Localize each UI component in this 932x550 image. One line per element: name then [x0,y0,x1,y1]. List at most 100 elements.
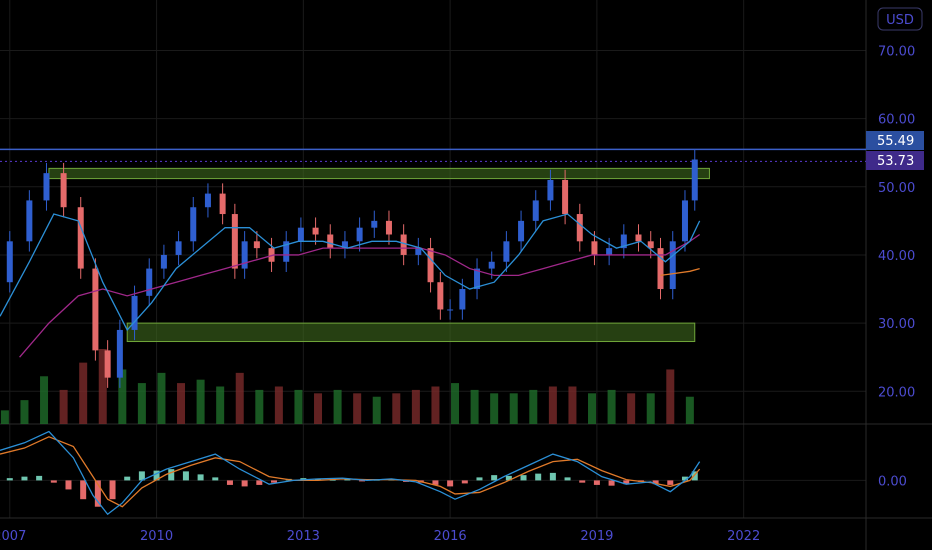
macd-histogram-bar [520,475,527,481]
volume-bar [529,389,538,424]
candle-body [43,173,50,201]
candle-body [562,179,569,215]
macd-histogram-bar [593,480,600,485]
macd-layer [0,430,701,516]
candle-body [503,241,510,262]
last-high-value: 55.49 [877,134,914,149]
volume-bar [646,393,655,424]
volume-bar [0,410,9,424]
last-high-label-bg [866,131,924,150]
candle-body [204,193,211,208]
volume-bar [177,383,186,424]
macd-histogram-bar [226,480,233,485]
volume-bar [59,389,68,424]
candle-body [518,220,525,242]
volume-bar [568,386,577,424]
zone-layer [48,167,710,343]
macd-histogram-bar [315,478,322,481]
volume-bar [235,372,244,424]
candle-body [576,214,583,242]
candle-body [175,241,182,255]
candle-body [647,241,654,249]
candle-body [131,295,138,330]
candle-body [146,268,153,296]
candle-body [474,268,481,290]
currency-badge[interactable]: USD [877,7,923,31]
volume-bar [470,389,479,424]
macd-histogram-bar [80,480,87,500]
macd-histogram-bar [168,469,175,481]
candle-body [92,268,99,351]
macd-histogram-bar [138,471,145,481]
volume-bar [627,393,636,424]
candle-body [437,282,444,310]
candle-body [297,227,304,242]
volume-bar [666,369,675,424]
volume-layer [0,349,694,424]
volume-bar [98,349,107,424]
volume-bar [685,396,694,424]
time-tick-label: 2010 [140,529,173,544]
volume-bar [118,369,127,424]
volume-bar [79,362,88,424]
candle-body [620,234,627,249]
price-tick-label: 50.00 [878,181,915,196]
candle-body [400,234,407,255]
volume-bar [333,389,342,424]
candle-body [635,234,642,242]
currency-badge-frame [877,7,923,31]
last-price-value: 53.73 [877,154,914,169]
macd-histogram-bar [579,480,586,483]
macd-histogram-bar [94,480,101,507]
candle-body [606,248,613,255]
sma-orange-line [660,267,700,277]
macd-histogram-bar [65,480,72,490]
candle-body [327,234,334,249]
macd-histogram-bar [109,480,116,500]
macd-histogram-bar [270,480,277,483]
macd-histogram-bar [681,476,688,481]
volume-bar [40,376,49,424]
macd-histogram-bar [256,480,263,485]
macd-histogram-bar [535,473,542,481]
volume-bar [216,386,225,424]
candle-body [657,248,664,290]
price-tick-label: 30.00 [878,317,915,332]
volume-bar [392,393,401,424]
volume-bar [509,393,518,424]
axis-layer: 70.00 60.00 50.00 40.00 30.00 20.00 0.00 2007 20… [0,44,915,544]
macd-histogram-bar [652,480,659,485]
candle-body [547,179,554,201]
volume-bar [451,383,460,424]
volume-bar [274,386,283,424]
price-tick-label: 60.00 [878,113,915,128]
macd-tick-label: 0.00 [878,474,907,489]
volume-bar [607,389,616,424]
macd-histogram-bar [153,470,160,481]
macd-histogram-bar [182,471,189,481]
candle-body [385,220,392,235]
candle-body [219,193,226,215]
candle-body [681,200,688,242]
candle-body [268,248,275,262]
price-tick-label: 40.00 [878,249,915,264]
volume-bar [588,393,597,424]
volume-bar [353,393,362,424]
volume-bar [372,396,381,424]
macd-histogram-bar [491,475,498,481]
last-price-label-bg [866,151,924,170]
candle-body [447,309,454,311]
volume-bar [431,386,440,424]
macd-histogram-bar [447,480,454,487]
volume-bar [196,379,205,424]
volume-bar [314,393,323,424]
macd-histogram-bar [212,477,219,481]
candle-body [160,254,167,269]
candle-body [459,289,466,310]
candle-body [356,227,363,242]
volume-bar [411,389,420,424]
time-tick-label: 2013 [287,529,320,544]
